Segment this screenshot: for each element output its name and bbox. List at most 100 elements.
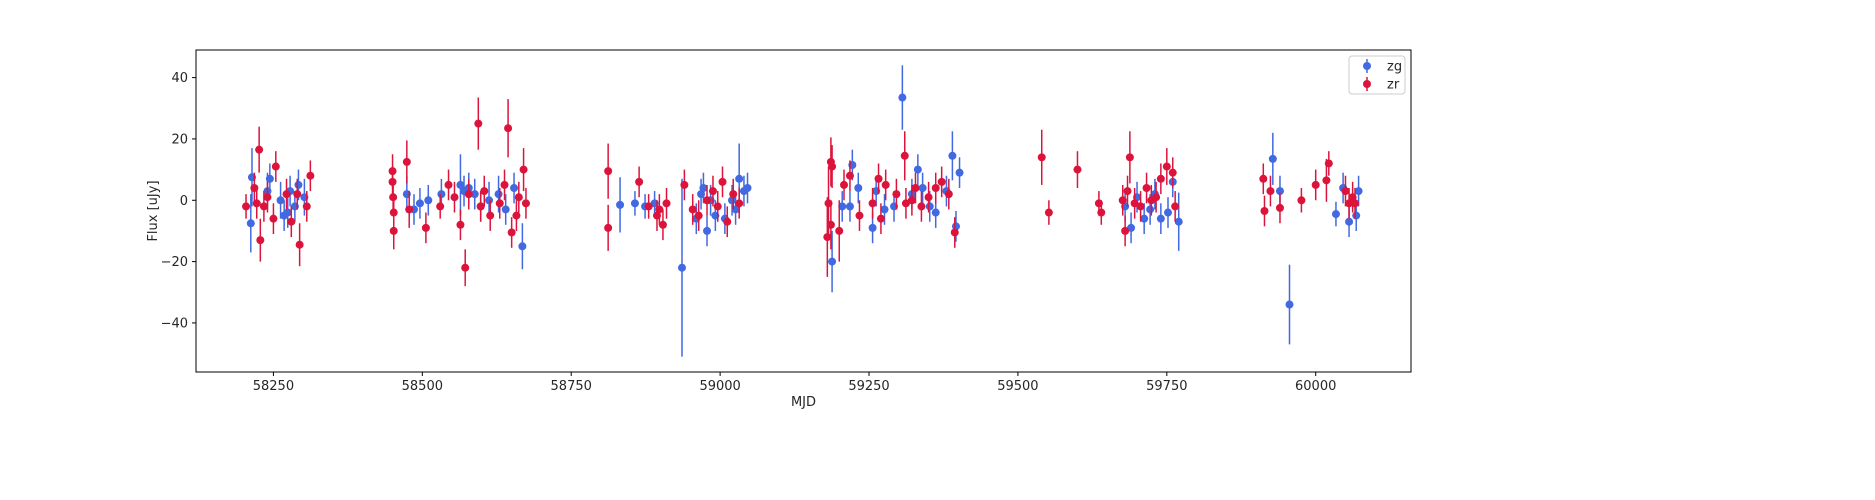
zr-data-point [828, 162, 837, 171]
zr-data-point [937, 177, 946, 186]
zr-data-point [495, 199, 504, 208]
zg-data-point [276, 196, 285, 205]
zg-data-point [678, 263, 686, 272]
zr-data-point [271, 162, 280, 171]
zr-data-point [1094, 199, 1103, 208]
legend-zr-marker [1363, 80, 1371, 88]
zr-data-point [514, 193, 523, 202]
zr-data-point [480, 187, 489, 196]
zr-data-point [1171, 202, 1180, 211]
zg-data-point [437, 190, 446, 199]
zr-data-point [874, 174, 883, 183]
zr-data-point [1311, 180, 1320, 189]
zg-data-point [283, 208, 292, 217]
y-axis-label: Flux [uJy] [146, 180, 161, 241]
zg-data-point [1127, 223, 1136, 232]
zr-data-point [876, 214, 885, 223]
zr-data-point [1351, 199, 1360, 208]
zr-data-point [694, 211, 703, 220]
zg-data-point [743, 184, 752, 192]
zr-data-point [263, 193, 272, 202]
x-tick-label: 58750 [551, 379, 592, 394]
zr-data-point [1125, 153, 1134, 162]
zr-data-point [456, 220, 465, 229]
zr-data-point [823, 233, 832, 242]
zr-data-point [658, 220, 667, 229]
x-tick-label: 59750 [1146, 379, 1187, 394]
zr-data-point [1266, 187, 1275, 196]
zg-data-point [703, 226, 712, 235]
zr-data-point [1297, 196, 1306, 205]
zr-data-point [295, 240, 304, 249]
zr-data-point [718, 177, 727, 186]
zr-data-point [835, 226, 844, 235]
zr-data-point [723, 217, 732, 226]
zg-data-point [951, 222, 960, 231]
zr-data-point [868, 199, 877, 208]
zg-data-point [1275, 187, 1284, 196]
zg-data-point [898, 93, 907, 102]
zr-data-point [713, 202, 722, 211]
zr-data-point [840, 180, 848, 189]
zr-data-point [735, 199, 744, 208]
zr-data-point [635, 177, 644, 186]
zg-data-point [728, 196, 737, 205]
zg-data-point [265, 174, 274, 183]
zr-data-point [604, 223, 613, 232]
x-tick-label: 59000 [699, 379, 740, 394]
zg-data-point [630, 199, 639, 208]
zg-data-point [1285, 300, 1294, 309]
zg-data-point [828, 257, 837, 266]
zr-data-point [486, 211, 495, 220]
zg-data-point [1140, 214, 1149, 223]
zr-data-point [474, 119, 483, 128]
zg-data-point [955, 168, 964, 177]
zr-data-point [1162, 162, 1171, 171]
zg-data-point [845, 202, 854, 211]
zr-data-point [1142, 184, 1151, 192]
zr-data-point [389, 226, 398, 235]
zg-data-point [699, 184, 708, 192]
zg-data-point [1146, 205, 1155, 214]
zr-data-point [1130, 199, 1139, 208]
zr-data-point [282, 190, 291, 199]
zg-data-point [925, 202, 934, 211]
zg-data-point [494, 190, 503, 199]
zg-data-point [246, 219, 255, 228]
zr-data-point [1073, 165, 1082, 174]
zr-data-point [504, 124, 513, 133]
zg-data-point [456, 180, 465, 189]
zr-data-point [389, 193, 398, 202]
x-tick-label: 60000 [1295, 379, 1336, 394]
zr-data-point [259, 202, 268, 211]
zg-data-point [1352, 211, 1361, 220]
zr-data-point [1345, 199, 1354, 208]
zr-data-point [662, 199, 671, 208]
zr-data-point [476, 202, 485, 211]
zr-data-point [302, 202, 311, 211]
zg-data-point [470, 190, 479, 199]
y-tick-label: −40 [161, 316, 188, 331]
zr-data-point [644, 202, 653, 211]
x-tick-label: 58250 [253, 379, 294, 394]
zr-data-point [1097, 208, 1106, 217]
zr-data-point [269, 214, 278, 223]
zr-data-point [388, 167, 397, 176]
zr-data-point [1341, 187, 1350, 196]
zr-data-point [1322, 176, 1331, 185]
zg-data-point [1268, 154, 1277, 163]
zr-data-point [252, 199, 261, 208]
x-axis-ticks: 58250 58500 58750 59000 59250 59500 59750 60000 [253, 372, 1336, 394]
zr-data-point [944, 190, 953, 199]
zg-data-point [697, 190, 706, 199]
zr-data-point [1260, 207, 1269, 215]
x-tick-label: 59500 [997, 379, 1038, 394]
zr-data-point [519, 165, 528, 174]
zr-data-point [892, 190, 901, 199]
legend: zg zr [1348, 55, 1406, 95]
zg-data-point [1174, 217, 1183, 226]
x-tick-label: 58500 [402, 379, 443, 394]
zg-data-point [868, 223, 877, 232]
zr-data-point [931, 184, 940, 192]
